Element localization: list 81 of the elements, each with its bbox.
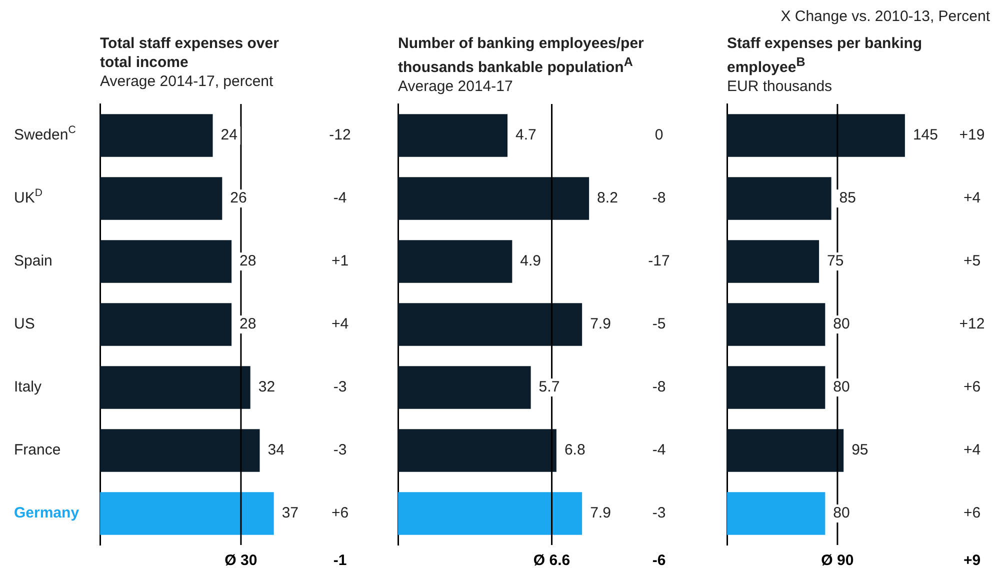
text: +5 <box>963 252 981 270</box>
data-label: 34 <box>268 442 284 459</box>
bar <box>398 114 508 157</box>
bar <box>398 240 512 283</box>
legend-title: X Change vs. 2010-13, Percent <box>780 8 990 25</box>
text: -3 <box>652 504 666 522</box>
data-label: 75 <box>827 252 844 270</box>
data-label: 80 <box>833 504 850 522</box>
data-label: 6.8 <box>564 442 586 459</box>
bar <box>398 303 582 346</box>
text: +12 <box>959 316 985 333</box>
text: -1 <box>333 552 347 570</box>
data-label: 95 <box>852 442 868 459</box>
chart-subtitle: EUR thousands <box>727 77 834 96</box>
bar <box>398 366 531 409</box>
data-label: 28 <box>240 316 256 333</box>
text: +9 <box>963 552 981 570</box>
data-label: 7.9 <box>590 504 611 522</box>
data-label: 24 <box>220 126 238 144</box>
text: +6 <box>331 504 349 522</box>
ref-line-label: Ø 90 <box>821 552 854 570</box>
text: 0 <box>654 126 664 144</box>
text: +19 <box>959 126 985 144</box>
chart-title: Number of banking employees/per thousands bankable population$^{A}$ <box>398 34 645 77</box>
bar <box>100 240 232 283</box>
data-label: 4.9 <box>520 252 542 270</box>
text: -6 <box>652 552 666 570</box>
bar <box>727 114 905 157</box>
text: -17 <box>648 252 670 270</box>
text: +1 <box>331 252 349 270</box>
bar <box>100 303 232 346</box>
data-label: 4.7 <box>516 126 536 144</box>
bar <box>727 366 826 409</box>
y-tick-label: US <box>14 316 35 333</box>
text: -4 <box>652 442 666 459</box>
text: +4 <box>331 316 349 333</box>
data-label: 37 <box>282 504 299 522</box>
bar <box>727 429 844 472</box>
data-label: 80 <box>833 378 850 396</box>
text: -3 <box>333 442 347 459</box>
y-tick-label: Italy <box>14 378 42 396</box>
bar <box>100 366 250 409</box>
bar <box>100 114 213 157</box>
text: +6 <box>963 378 981 396</box>
text: +6 <box>963 504 981 522</box>
data-label: 32 <box>258 378 276 396</box>
y-tick-label: Germany <box>14 504 80 522</box>
data-label: 80 <box>833 316 850 333</box>
text: -8 <box>652 190 666 207</box>
bar <box>398 492 582 535</box>
bar <box>727 492 826 535</box>
bar <box>727 303 826 346</box>
text: -4 <box>333 190 347 207</box>
text: -8 <box>652 378 666 396</box>
chart-title: Staff expenses per banking employee$^{B}$ <box>727 34 924 77</box>
text: -12 <box>329 126 351 144</box>
data-label: 85 <box>839 190 856 207</box>
bar <box>727 177 832 220</box>
text: +4 <box>963 190 981 207</box>
y-tick-label: France <box>14 442 61 459</box>
data-label: 5.7 <box>538 378 560 396</box>
chart-subtitle: Average 2014-17, percent <box>100 72 274 91</box>
bar <box>100 177 222 220</box>
ref-line-label: Ø 30 <box>224 552 258 570</box>
bar <box>398 177 590 220</box>
data-label: 26 <box>230 190 247 207</box>
bar <box>100 429 260 472</box>
bar <box>398 429 556 472</box>
data-label: 145 <box>912 126 938 144</box>
bar <box>100 492 274 535</box>
chart-title: Total staff expenses over total income <box>100 34 280 72</box>
text: -5 <box>652 316 666 333</box>
data-label: 28 <box>240 252 256 270</box>
bar <box>727 240 820 283</box>
text: -3 <box>333 378 347 396</box>
ref-line-label: Ø 6.6 <box>533 552 570 570</box>
text: +4 <box>963 442 981 459</box>
data-label: 7.9 <box>590 316 611 333</box>
y-tick-label: Spain <box>14 252 52 270</box>
chart-subtitle: Average 2014-17 <box>398 77 514 96</box>
data-label: 8.2 <box>597 190 618 207</box>
